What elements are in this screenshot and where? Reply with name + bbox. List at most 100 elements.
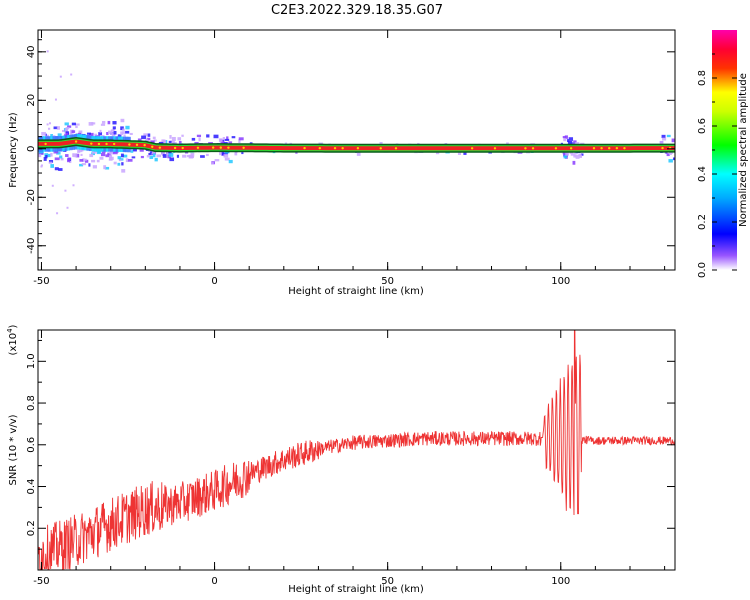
spectrogram-noise-cell (65, 154, 69, 157)
spectrogram-noise-cell (130, 149, 134, 153)
spectrogram-noise-cell (41, 131, 46, 136)
spectrogram-noise-cell (131, 156, 136, 159)
spectrogram-noise-cell (662, 137, 667, 141)
spectrogram-noise-cell (67, 125, 72, 128)
spectrogram-noise-cell (105, 154, 110, 158)
spectrogram-noise-cell (148, 152, 154, 156)
spectrogram-noise-cell (64, 122, 69, 126)
spectrogram-noise-cell (356, 151, 361, 156)
snr-y-tick-label: 0.2 (26, 520, 37, 536)
colorbar: 0.0 0.2 0.4 0.6 0.8 Normalized spectral ampl… (697, 30, 749, 278)
spectrogram-noise-cell (568, 141, 573, 145)
spectrogram-noise-cell (79, 163, 84, 167)
spectrogram-noise-cell (213, 134, 219, 139)
spectrogram-track-peak (128, 143, 131, 146)
spectrogram-noise-cell (176, 154, 180, 158)
spectrogram-noise-cell (100, 152, 106, 157)
colorbar-tick-label: 0.4 (697, 166, 708, 182)
spectrogram-noise-cell (141, 135, 147, 140)
spectrogram-noise-cell (72, 153, 75, 157)
snr-multiplier-close: ) (8, 324, 19, 328)
spectrogram-noise-cell (147, 133, 151, 137)
colorbar-tick-label: 0.0 (697, 262, 708, 278)
spectrogram-noise-cell (73, 153, 78, 158)
spectrogram-noise-cell (661, 134, 666, 139)
spectrogram-noise-cell (574, 151, 578, 155)
spectrogram-panel: -50 0 50 100 -40 -20 0 20 40 Height of straight … (8, 29, 676, 297)
spectrogram-noise-cell (108, 130, 113, 135)
spectrogram-noise-cell (121, 162, 124, 166)
spectrogram-noise-cell (75, 125, 78, 129)
spectrogram-track-peak (105, 142, 108, 146)
spectrogram-noise-cell (228, 159, 233, 164)
spectrogram-track-peak (143, 143, 146, 147)
spectrogram-y-tick-label: -20 (26, 189, 37, 205)
spectrogram-x-tick-label: 50 (381, 276, 394, 287)
spectrogram-noise-cell (109, 151, 114, 155)
spectrogram-noise-cell (659, 140, 664, 145)
spectrogram-noise-cell (91, 152, 95, 156)
spectrogram-track-peak (531, 147, 535, 150)
spectrogram-track-peak (318, 146, 322, 150)
snr-y-tick-label: 1.0 (26, 353, 37, 369)
spectrogram-noise-cell (181, 134, 184, 137)
spectrogram-noise-cell (153, 153, 156, 158)
spectrogram-outlier (59, 75, 62, 78)
spectrogram-noise-cell (123, 134, 126, 137)
spectrogram-noise-cell (103, 165, 107, 170)
colorbar-label: Normalized spectral amplitude (738, 73, 749, 227)
spectrogram-noise-cell (563, 155, 567, 159)
spectrogram-noise-cell (222, 137, 225, 140)
spectrogram-noise-cell (149, 151, 152, 154)
spectrogram-noise-cell (56, 152, 61, 155)
spectrogram-noise-cell (58, 168, 63, 171)
spectrogram-noise-cell (379, 141, 383, 145)
snr-content (38, 330, 675, 570)
spectrogram-noise-cell (54, 151, 59, 154)
colorbar-ticks: 0.0 0.2 0.4 0.6 0.8 (697, 53, 737, 278)
spectrogram-outlier (66, 206, 69, 209)
spectrogram-outlier (62, 129, 65, 132)
spectrogram-track-peak (608, 147, 611, 150)
spectrogram-noise-cell (69, 160, 72, 164)
spectrogram-noise-cell (139, 149, 144, 152)
spectrogram-noise-cell (190, 152, 195, 157)
spectrogram-noise-cell (435, 151, 440, 155)
spectrogram-noise-cell (231, 136, 236, 139)
spectrogram-noise-cell (463, 151, 467, 155)
spectrogram-noise-cell (234, 152, 238, 156)
colorbar-tick-label: 0.8 (697, 70, 708, 86)
spectrogram-noise-cell (118, 158, 122, 162)
spectrogram-track-peak (356, 147, 360, 150)
spectrogram-noise-cell (59, 155, 63, 159)
snr-y-tick-label: 0.6 (26, 437, 37, 453)
spectrogram-track-peak (196, 146, 200, 150)
spectrogram-noise-cell (112, 150, 118, 155)
spectrogram-noise-cell (50, 134, 54, 138)
spectrogram-noise-cell (94, 133, 98, 138)
spectrogram-noise-cell (165, 140, 168, 144)
spectrogram-noise-cell (89, 133, 94, 137)
spectrogram-track-peak (44, 142, 47, 146)
spectrogram-track-peak (333, 146, 337, 150)
spectrogram-noise-cell (67, 157, 72, 161)
spectrogram-outlier (54, 98, 57, 101)
spectrogram-noise-cell (178, 140, 182, 145)
spectrogram-noise-cell (117, 156, 122, 160)
snr-x-tick-label: 0 (211, 576, 217, 587)
spectrogram-noise-cell (113, 161, 117, 165)
spectrogram-noise-cell (113, 130, 117, 135)
spectrogram-track-peak (151, 145, 154, 148)
spectrogram-noise-cell (206, 134, 210, 138)
spectrogram-noise-cell (120, 153, 124, 158)
spectrogram-track-peak (592, 147, 596, 150)
spectrogram-noise-cell (221, 151, 225, 156)
spectrogram-track-peak (219, 146, 222, 149)
spectrogram-noise-cell (568, 137, 574, 141)
snr-x-tick-label: 50 (381, 576, 394, 587)
spectrogram-noise-cell (145, 138, 148, 143)
spectrogram-outlier (40, 164, 43, 167)
spectrogram-noise-cell (223, 154, 229, 158)
spectrogram-noise-cell (177, 137, 182, 141)
spectrogram-noise-cell (71, 130, 76, 133)
